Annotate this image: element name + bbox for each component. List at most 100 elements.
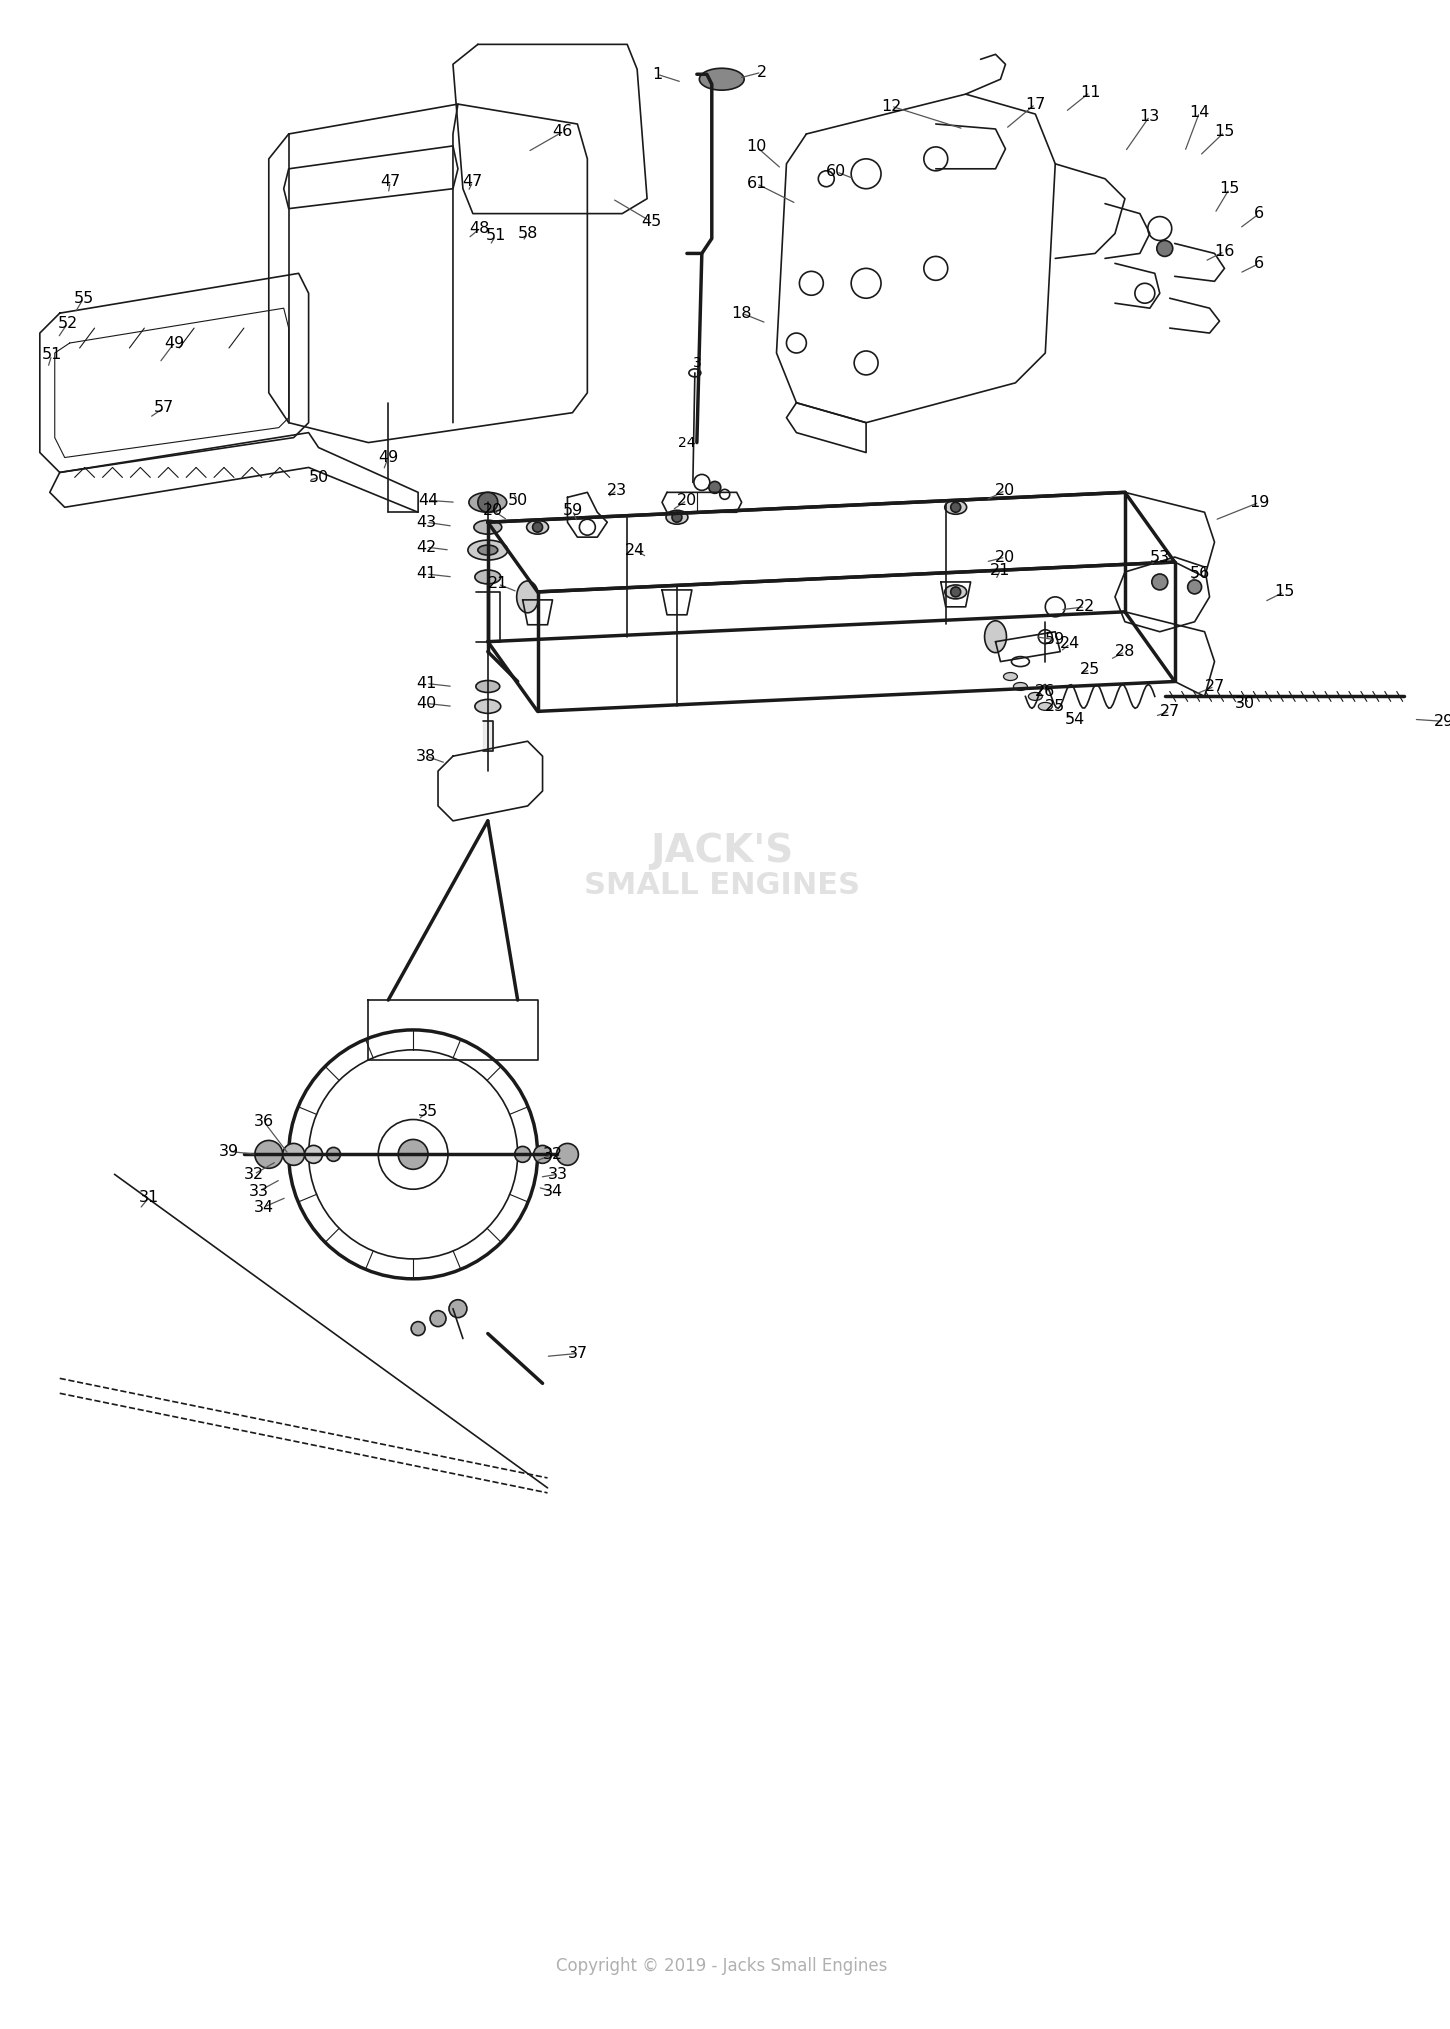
Text: 14: 14 bbox=[1189, 106, 1209, 120]
Text: 20: 20 bbox=[677, 493, 697, 507]
Text: 51: 51 bbox=[42, 347, 62, 363]
Text: 15: 15 bbox=[1219, 181, 1240, 197]
Text: 41: 41 bbox=[416, 566, 436, 582]
Circle shape bbox=[450, 1301, 467, 1317]
Circle shape bbox=[557, 1144, 579, 1165]
Circle shape bbox=[951, 503, 961, 511]
Circle shape bbox=[1188, 580, 1202, 594]
Ellipse shape bbox=[945, 584, 967, 599]
Ellipse shape bbox=[1028, 692, 1043, 700]
Text: 30: 30 bbox=[1234, 696, 1254, 710]
Text: 59: 59 bbox=[563, 503, 583, 517]
Text: 21: 21 bbox=[990, 562, 1011, 578]
Ellipse shape bbox=[468, 540, 508, 560]
Text: 28: 28 bbox=[1115, 643, 1135, 659]
Ellipse shape bbox=[468, 493, 506, 511]
Text: 54: 54 bbox=[1066, 712, 1085, 726]
Text: Copyright © 2019 - Jacks Small Engines: Copyright © 2019 - Jacks Small Engines bbox=[555, 1956, 887, 1974]
Text: 15: 15 bbox=[1214, 124, 1234, 140]
Text: 16: 16 bbox=[1214, 243, 1234, 260]
Ellipse shape bbox=[476, 680, 500, 692]
Text: 15: 15 bbox=[1275, 584, 1295, 599]
Text: 43: 43 bbox=[416, 515, 436, 530]
Text: 18: 18 bbox=[731, 306, 753, 321]
Text: 27: 27 bbox=[1160, 704, 1180, 718]
Circle shape bbox=[532, 521, 542, 532]
Text: 21: 21 bbox=[487, 576, 508, 590]
Ellipse shape bbox=[474, 570, 500, 584]
Circle shape bbox=[255, 1140, 283, 1169]
Text: 20: 20 bbox=[483, 503, 503, 517]
Ellipse shape bbox=[666, 509, 687, 523]
Circle shape bbox=[515, 1146, 531, 1163]
Text: 25: 25 bbox=[1045, 698, 1066, 714]
Text: 3: 3 bbox=[693, 355, 702, 369]
Text: 40: 40 bbox=[416, 696, 436, 710]
Ellipse shape bbox=[1014, 682, 1028, 690]
Text: 2: 2 bbox=[757, 65, 767, 79]
Circle shape bbox=[412, 1321, 425, 1335]
Ellipse shape bbox=[474, 700, 500, 714]
Text: 33: 33 bbox=[249, 1183, 268, 1199]
Text: 1: 1 bbox=[652, 67, 663, 81]
Text: 41: 41 bbox=[416, 676, 436, 692]
Text: 56: 56 bbox=[1189, 566, 1209, 582]
Text: 32: 32 bbox=[244, 1167, 264, 1181]
Text: 20: 20 bbox=[995, 483, 1015, 497]
Text: 19: 19 bbox=[1248, 495, 1270, 509]
Text: 38: 38 bbox=[416, 749, 436, 763]
Text: 12: 12 bbox=[880, 99, 902, 114]
Ellipse shape bbox=[474, 519, 502, 534]
Text: 51: 51 bbox=[486, 227, 506, 243]
Text: 37: 37 bbox=[567, 1345, 587, 1361]
Text: 47: 47 bbox=[463, 174, 483, 189]
Text: 55: 55 bbox=[74, 290, 94, 306]
Text: 24: 24 bbox=[679, 436, 696, 450]
Text: 26: 26 bbox=[1035, 684, 1056, 698]
Text: 22: 22 bbox=[1074, 599, 1095, 615]
Text: 60: 60 bbox=[826, 164, 847, 179]
Circle shape bbox=[304, 1146, 322, 1163]
Circle shape bbox=[951, 586, 961, 597]
Text: 13: 13 bbox=[1140, 108, 1160, 124]
Ellipse shape bbox=[516, 580, 538, 613]
Text: 53: 53 bbox=[1150, 550, 1170, 564]
Text: 24: 24 bbox=[1060, 637, 1080, 651]
Circle shape bbox=[478, 493, 497, 511]
Text: 23: 23 bbox=[608, 483, 628, 497]
Text: 49: 49 bbox=[378, 450, 399, 465]
Circle shape bbox=[431, 1311, 447, 1327]
Circle shape bbox=[326, 1148, 341, 1161]
Text: JACK'S: JACK'S bbox=[650, 832, 793, 870]
Text: 50: 50 bbox=[507, 493, 528, 507]
Ellipse shape bbox=[945, 501, 967, 513]
Text: 42: 42 bbox=[416, 540, 436, 554]
Polygon shape bbox=[483, 722, 493, 751]
Text: 29: 29 bbox=[1434, 714, 1450, 728]
Ellipse shape bbox=[526, 519, 548, 534]
Text: 34: 34 bbox=[254, 1199, 274, 1215]
Circle shape bbox=[709, 481, 721, 493]
Text: 45: 45 bbox=[641, 215, 661, 229]
Ellipse shape bbox=[985, 621, 1006, 653]
Text: 46: 46 bbox=[552, 124, 573, 140]
Circle shape bbox=[1157, 241, 1173, 256]
Text: 48: 48 bbox=[470, 221, 490, 235]
Circle shape bbox=[283, 1144, 304, 1165]
Ellipse shape bbox=[478, 546, 497, 556]
Circle shape bbox=[534, 1146, 551, 1163]
Text: 52: 52 bbox=[58, 317, 78, 331]
Text: 25: 25 bbox=[1080, 661, 1101, 678]
Text: 20: 20 bbox=[995, 550, 1015, 564]
Text: SMALL ENGINES: SMALL ENGINES bbox=[584, 870, 860, 901]
Ellipse shape bbox=[1038, 702, 1053, 710]
Text: 32: 32 bbox=[542, 1146, 563, 1163]
Text: 6: 6 bbox=[1254, 256, 1264, 272]
Ellipse shape bbox=[699, 69, 744, 89]
Text: 17: 17 bbox=[1025, 97, 1045, 112]
Text: 35: 35 bbox=[418, 1104, 438, 1120]
Text: 58: 58 bbox=[518, 225, 538, 241]
Text: 57: 57 bbox=[154, 400, 174, 416]
Circle shape bbox=[671, 511, 682, 521]
Text: 27: 27 bbox=[1205, 680, 1225, 694]
